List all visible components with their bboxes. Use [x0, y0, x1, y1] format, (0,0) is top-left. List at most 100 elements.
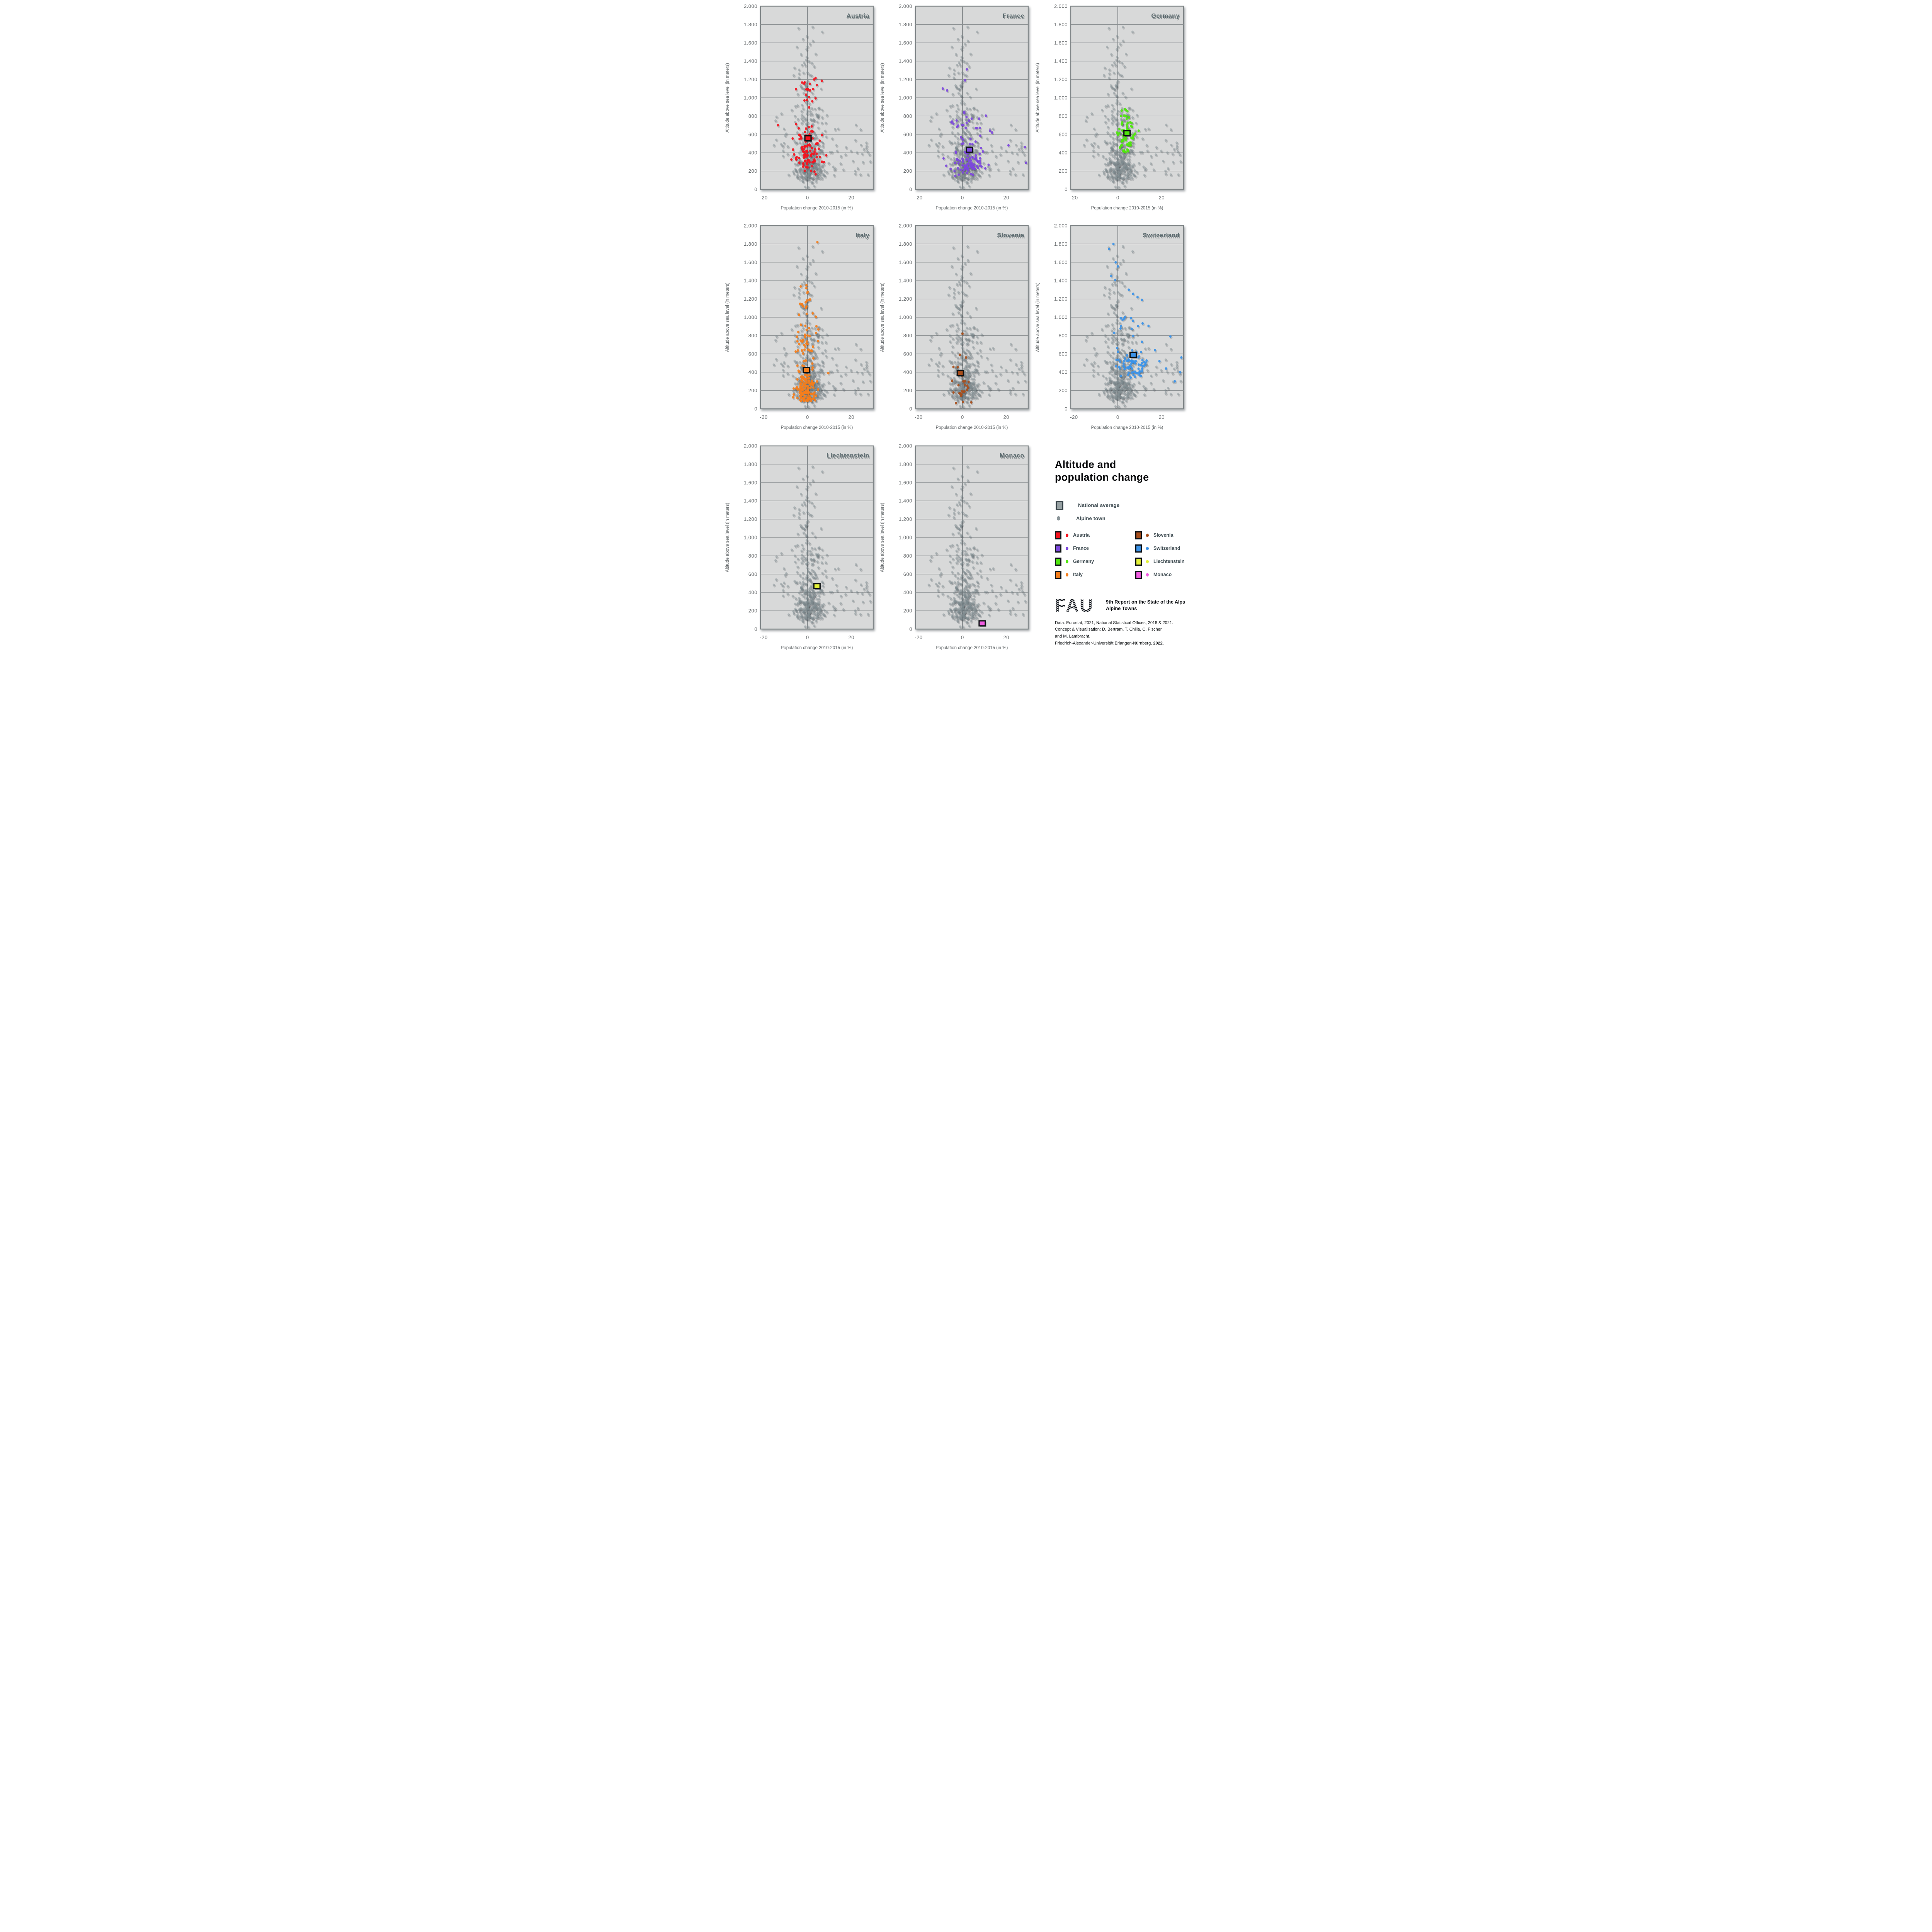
legend-panel: Altitude and population change National …	[1055, 458, 1209, 670]
legend-label: Liechtenstein	[1153, 559, 1185, 565]
x-tick-label: 0	[961, 634, 964, 640]
legend-item-france: France	[1055, 544, 1128, 553]
x-tick-label: 20	[849, 195, 854, 201]
y-tick-label: 600	[1059, 131, 1068, 137]
y-tick-label: 1.400	[899, 498, 912, 504]
y-tick-label: 400	[903, 369, 912, 375]
y-axis-label: Altitude above sea level (in meters)	[725, 503, 730, 572]
marker-legend: National average Alpine town	[1055, 500, 1209, 521]
y-tick-label: 1.000	[744, 95, 757, 101]
y-tick-label: 400	[1059, 150, 1068, 156]
legend-item-austria: Austria	[1055, 531, 1128, 539]
y-tick-label: 1.200	[1054, 296, 1068, 302]
panel-title-shadow: Austria	[847, 14, 870, 20]
panel-title-shadow: Switzerland	[1143, 233, 1180, 240]
y-tick-label: 0	[909, 626, 912, 632]
x-axis-label: Population change 2010-2015 (in %)	[936, 425, 1008, 430]
national-average-marker	[978, 620, 986, 627]
panel-germany: 0 200 400 600 800 1.000 1.200 1.400 1.600 1.800 2.…	[1034, 2, 1189, 216]
y-tick-label: 0	[909, 406, 912, 412]
y-tick-label: 1.800	[1054, 22, 1068, 27]
y-tick-label: 2.000	[744, 223, 757, 229]
y-tick-label: 400	[748, 590, 757, 595]
panel-title: Slovenia	[997, 232, 1024, 239]
y-tick-label: 0	[754, 187, 757, 192]
y-tick-label: 200	[903, 388, 912, 393]
x-axis-label: Population change 2010-2015 (in %)	[1091, 425, 1163, 430]
x-axis-label: Population change 2010-2015 (in %)	[781, 206, 853, 211]
point-shadows	[1083, 27, 1183, 190]
x-tick-label: -20	[915, 634, 922, 640]
report-line1: 9th Report on the State of the Alps	[1106, 599, 1185, 605]
x-tick-label: 20	[849, 634, 854, 640]
national-average-marker	[966, 146, 973, 153]
scatter-points	[927, 245, 1027, 408]
switzerland-swatch-icon	[1135, 544, 1142, 553]
figure-page: 0 200 400 600 800 1.000 1.200 1.400 1.600 1.800 2.…	[723, 0, 1209, 671]
national-average-marker	[813, 583, 821, 590]
y-tick-label: 600	[748, 351, 757, 357]
y-tick-label: 1.400	[744, 498, 757, 504]
chart-title: Altitude and population change	[1055, 458, 1209, 484]
y-tick-label: 800	[903, 113, 912, 119]
y-tick-label: 1.600	[744, 40, 757, 46]
y-tick-label: 1.000	[899, 315, 912, 320]
y-tick-label: 400	[903, 150, 912, 156]
panel-title-shadow: Slovenia	[998, 233, 1025, 240]
y-tick-label: 0	[909, 187, 912, 192]
y-tick-label: 800	[903, 333, 912, 338]
legend-item-alpine-town: Alpine town	[1055, 515, 1209, 521]
panel-title-shadow: Italy	[857, 233, 870, 240]
y-tick-label: 1.800	[744, 461, 757, 467]
y-axis-label: Altitude above sea level (in meters)	[880, 503, 885, 572]
y-tick-label: 800	[748, 113, 757, 119]
y-tick-label: 1.000	[1054, 315, 1068, 320]
national-average-marker	[804, 135, 812, 142]
italy-dot-icon	[1066, 573, 1068, 577]
panel-monaco: 0 200 400 600 800 1.000 1.200 1.400 1.600 1.800 2.…	[878, 441, 1034, 656]
x-tick-label: 0	[1116, 414, 1119, 420]
legend-label: Germany	[1073, 559, 1094, 565]
y-tick-label: 800	[748, 553, 757, 559]
y-tick-label: 400	[1059, 369, 1068, 375]
monaco-dot-icon	[1146, 573, 1149, 577]
y-tick-label: 800	[1059, 333, 1068, 338]
national-average-marker	[956, 370, 964, 376]
legend-item-national-average: National average	[1055, 500, 1209, 510]
y-tick-label: 1.400	[744, 58, 757, 64]
alpine-town-dot-icon	[1057, 516, 1060, 520]
y-tick-label: 200	[903, 608, 912, 614]
y-tick-label: 1.800	[899, 241, 912, 247]
x-tick-label: 20	[1003, 634, 1009, 640]
legend-item-monaco: Monaco	[1135, 570, 1209, 579]
scatter-points	[772, 465, 872, 628]
y-tick-label: 1.600	[899, 480, 912, 485]
y-tick-label: 0	[1065, 406, 1068, 412]
y-tick-label: 1.200	[744, 296, 757, 302]
x-tick-label: 20	[1003, 195, 1009, 201]
attribution-line: Data: Eurostat, 2021; National Statistic…	[1055, 620, 1173, 625]
y-tick-label: 600	[903, 571, 912, 577]
y-tick-label: 1.200	[899, 516, 912, 522]
y-tick-label: 1.400	[899, 58, 912, 64]
x-tick-label: -20	[760, 414, 767, 420]
legend-label: National average	[1078, 502, 1120, 509]
x-tick-label: -20	[760, 634, 767, 640]
national-average-marker	[803, 367, 810, 373]
scatter-points	[772, 26, 872, 189]
switzerland-dot-icon	[1146, 546, 1149, 550]
y-tick-label: 1.800	[744, 241, 757, 247]
y-tick-label: 600	[903, 351, 912, 357]
panel-title-shadow: France	[1003, 14, 1025, 20]
y-tick-label: 1.600	[744, 259, 757, 265]
country-legend: Austria Slovenia France Switzerland Germany L…	[1055, 531, 1209, 579]
y-tick-label: 2.000	[899, 443, 912, 449]
scatter-points	[1116, 108, 1140, 154]
scatter-points	[777, 77, 828, 176]
legend-label: Monaco	[1153, 572, 1172, 578]
y-tick-label: 600	[903, 131, 912, 137]
y-tick-label: 400	[748, 369, 757, 375]
y-tick-label: 200	[748, 388, 757, 393]
legend-item-switzerland: Switzerland	[1135, 544, 1209, 553]
panel-title: Monaco	[1000, 452, 1024, 459]
